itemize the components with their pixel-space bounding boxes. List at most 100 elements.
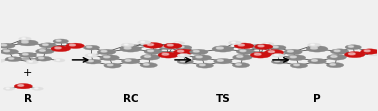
Circle shape — [196, 56, 202, 58]
Circle shape — [327, 63, 344, 68]
Circle shape — [120, 46, 141, 52]
Circle shape — [311, 60, 318, 61]
Circle shape — [348, 46, 353, 47]
Circle shape — [35, 56, 52, 61]
Circle shape — [371, 53, 375, 54]
Circle shape — [9, 58, 14, 59]
Circle shape — [270, 45, 286, 50]
Circle shape — [178, 50, 184, 52]
Circle shape — [254, 46, 259, 47]
Circle shape — [264, 50, 284, 55]
Circle shape — [284, 49, 302, 55]
Circle shape — [364, 50, 370, 52]
Circle shape — [83, 45, 99, 50]
Circle shape — [176, 42, 179, 43]
Circle shape — [271, 59, 288, 64]
Circle shape — [22, 38, 25, 39]
Circle shape — [55, 47, 61, 49]
Circle shape — [294, 64, 299, 66]
Circle shape — [200, 64, 205, 66]
Circle shape — [330, 49, 349, 54]
Circle shape — [177, 59, 194, 64]
Circle shape — [236, 49, 255, 54]
Circle shape — [274, 60, 280, 62]
Circle shape — [327, 54, 346, 60]
Circle shape — [180, 55, 184, 56]
Circle shape — [311, 44, 314, 45]
Circle shape — [144, 49, 163, 54]
Text: TS: TS — [215, 94, 230, 104]
Circle shape — [18, 85, 24, 86]
Circle shape — [101, 50, 107, 52]
Circle shape — [228, 41, 242, 45]
Circle shape — [254, 44, 273, 49]
Circle shape — [212, 46, 234, 52]
Circle shape — [87, 46, 92, 48]
Circle shape — [232, 42, 235, 43]
Circle shape — [331, 56, 337, 57]
Circle shape — [36, 49, 54, 54]
Circle shape — [0, 43, 15, 48]
Circle shape — [6, 88, 9, 89]
Circle shape — [167, 44, 173, 46]
Circle shape — [234, 43, 254, 49]
Circle shape — [141, 41, 144, 43]
Circle shape — [124, 47, 131, 49]
Circle shape — [97, 49, 116, 55]
Circle shape — [236, 64, 241, 65]
Circle shape — [107, 64, 113, 66]
Circle shape — [162, 53, 169, 55]
Circle shape — [290, 56, 296, 58]
Circle shape — [32, 87, 43, 90]
Circle shape — [251, 45, 267, 50]
Circle shape — [217, 60, 223, 61]
Circle shape — [179, 46, 184, 48]
Circle shape — [164, 43, 182, 49]
Circle shape — [88, 60, 93, 62]
Circle shape — [344, 52, 365, 58]
Text: R: R — [24, 94, 32, 104]
Circle shape — [254, 53, 261, 55]
Circle shape — [5, 57, 22, 61]
Circle shape — [192, 55, 212, 60]
Circle shape — [88, 55, 92, 56]
Circle shape — [29, 61, 33, 62]
Circle shape — [144, 64, 149, 65]
Circle shape — [104, 63, 121, 68]
Circle shape — [265, 43, 268, 44]
Circle shape — [148, 50, 153, 52]
Circle shape — [39, 57, 44, 59]
Circle shape — [190, 49, 208, 55]
Circle shape — [273, 46, 278, 48]
Circle shape — [54, 59, 65, 62]
Circle shape — [290, 63, 308, 68]
Circle shape — [216, 47, 223, 49]
Circle shape — [240, 50, 246, 52]
Circle shape — [144, 56, 150, 57]
Circle shape — [23, 53, 28, 55]
Circle shape — [53, 39, 68, 44]
Circle shape — [124, 44, 128, 45]
Circle shape — [158, 52, 178, 58]
Circle shape — [308, 58, 326, 64]
Circle shape — [287, 50, 293, 52]
Circle shape — [140, 63, 157, 68]
Circle shape — [85, 54, 98, 57]
Text: RC: RC — [123, 94, 138, 104]
Circle shape — [4, 50, 9, 52]
Circle shape — [349, 53, 355, 55]
Circle shape — [56, 40, 61, 41]
Circle shape — [334, 50, 340, 52]
Circle shape — [258, 45, 264, 47]
Circle shape — [0, 49, 19, 54]
Circle shape — [39, 50, 45, 51]
Circle shape — [238, 44, 244, 46]
Circle shape — [51, 46, 71, 52]
Circle shape — [14, 84, 33, 89]
Circle shape — [180, 60, 186, 62]
Circle shape — [162, 46, 167, 47]
Circle shape — [268, 51, 274, 53]
Circle shape — [308, 43, 321, 47]
Circle shape — [271, 54, 284, 57]
Circle shape — [233, 54, 252, 60]
